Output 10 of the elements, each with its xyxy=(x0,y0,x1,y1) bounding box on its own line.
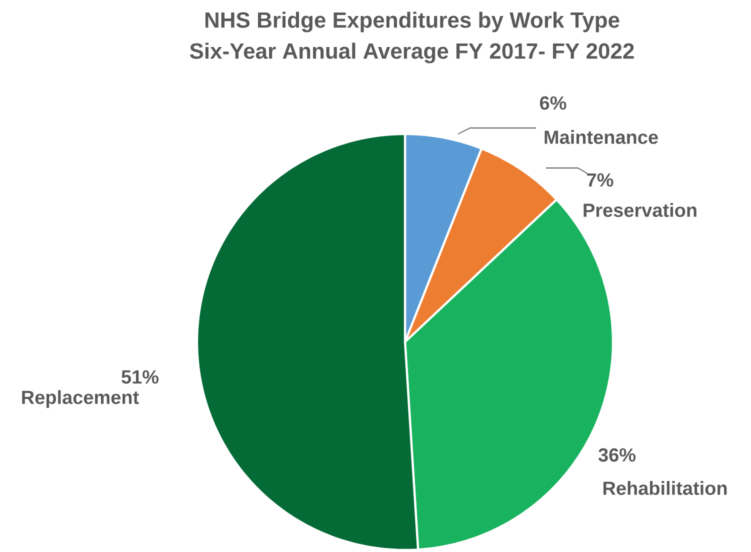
slice-label: Preservation xyxy=(584,203,696,217)
chart-title: NHS Bridge Expenditures by Work Type xyxy=(205,12,620,32)
data-label: 6% xyxy=(540,96,566,110)
chart-subtitle: Six-Year Annual Average FY 2017- FY 2022 xyxy=(190,42,634,64)
slice-label: Maintenance xyxy=(544,130,658,144)
slice-label: Replacement xyxy=(22,390,139,408)
data-label: 36% xyxy=(598,448,636,462)
slice-label: Rehabilitation xyxy=(603,481,727,495)
data-label: 7% xyxy=(587,173,614,187)
data-label: 51% xyxy=(122,370,159,384)
